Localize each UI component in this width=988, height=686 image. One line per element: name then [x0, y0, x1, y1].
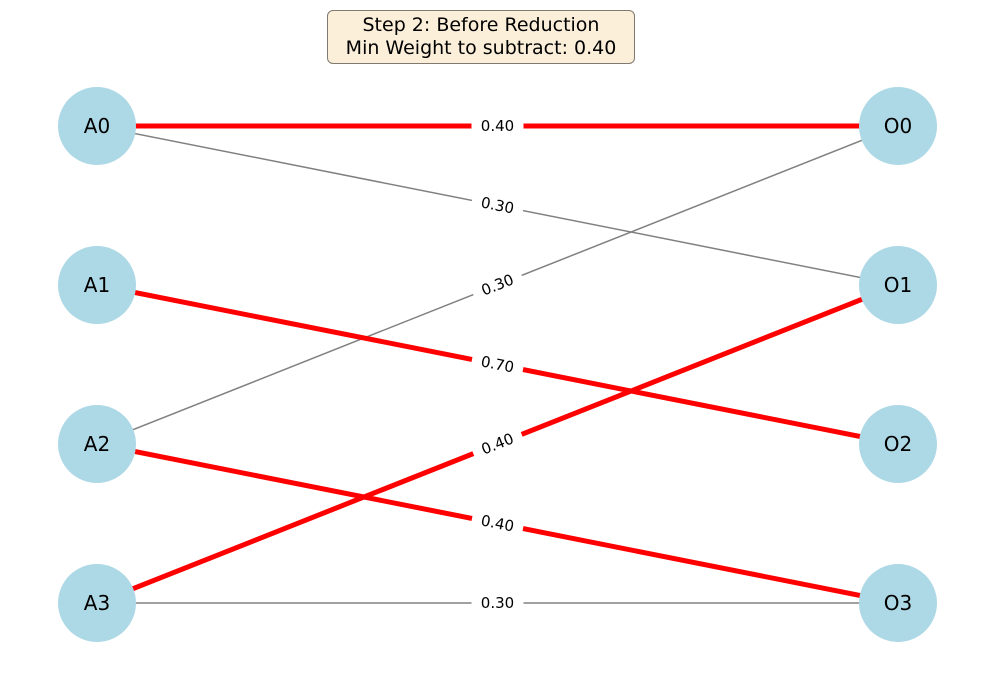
edge-label-background	[471, 115, 524, 137]
node-label: O3	[884, 591, 912, 615]
node-o3: O3	[859, 564, 937, 642]
node-circle	[58, 87, 136, 165]
edge-label-group: 0.30	[469, 265, 526, 305]
edge-label-group: 0.30	[469, 189, 526, 222]
edge-label-group: 0.40	[469, 507, 526, 540]
node-o2: O2	[859, 405, 937, 483]
node-label: A0	[84, 114, 110, 138]
edge-label-group: 0.40	[471, 115, 524, 137]
edge-weight-label: 0.40	[481, 117, 514, 135]
step-title: Step 2: Before Reduction	[362, 14, 600, 36]
node-label: A2	[84, 432, 110, 456]
node-label: A3	[84, 591, 110, 615]
edge-label-background	[469, 265, 526, 305]
node-label: A1	[84, 273, 110, 297]
edge-weight-label: 0.30	[481, 594, 514, 612]
edge-label-background	[469, 348, 526, 381]
node-label: O0	[884, 114, 912, 138]
edge-label-group: 0.30	[471, 592, 524, 614]
edge-labels-layer: 0.40 0.30 0.30 0.70 0.40 0.40 0.30	[469, 115, 526, 614]
node-label: O2	[884, 432, 912, 456]
node-circle	[859, 246, 937, 324]
node-o1: O1	[859, 246, 937, 324]
step-title-box: Step 2: Before Reduction Min Weight to s…	[327, 10, 635, 64]
min-weight-subtitle: Min Weight to subtract: 0.40	[345, 37, 617, 59]
node-circle	[859, 564, 937, 642]
edge-label-background	[471, 592, 524, 614]
node-circle	[58, 405, 136, 483]
node-circle	[859, 87, 937, 165]
node-circle	[859, 405, 937, 483]
edge-label-group: 0.40	[469, 424, 526, 464]
node-o0: O0	[859, 87, 937, 165]
node-circle	[58, 246, 136, 324]
node-a3: A3	[58, 564, 136, 642]
node-a2: A2	[58, 405, 136, 483]
nodes-layer: A0 A1 A2 A3 O0 O1 O2 O3	[58, 87, 937, 642]
edge-label-group: 0.70	[469, 348, 526, 381]
edge-label-background	[469, 189, 526, 222]
node-a0: A0	[58, 87, 136, 165]
node-label: O1	[884, 273, 912, 297]
edge-label-background	[469, 507, 526, 540]
node-a1: A1	[58, 246, 136, 324]
node-circle	[58, 564, 136, 642]
edge-label-background	[469, 424, 526, 464]
